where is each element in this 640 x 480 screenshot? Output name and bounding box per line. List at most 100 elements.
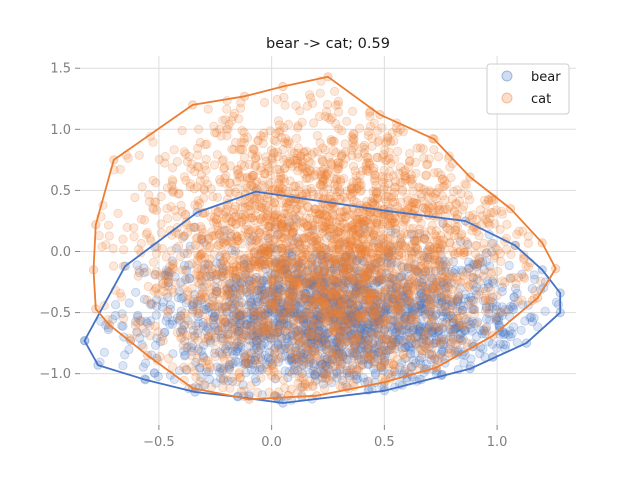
data-point-cat xyxy=(400,365,410,375)
data-point-bear xyxy=(287,352,297,362)
data-point-cat xyxy=(347,106,358,117)
data-point-bear xyxy=(206,271,216,282)
data-point-bear xyxy=(293,260,303,270)
data-point-cat xyxy=(445,319,455,329)
data-point-cat xyxy=(169,145,179,155)
data-point-cat xyxy=(273,116,284,126)
data-point-bear xyxy=(318,359,328,369)
data-point-bear xyxy=(345,310,355,320)
data-point-cat xyxy=(283,279,293,289)
data-point-cat xyxy=(345,322,355,332)
data-point-bear xyxy=(305,296,315,306)
data-point-bear xyxy=(508,322,519,332)
data-point-bear xyxy=(483,282,494,292)
data-point-bear xyxy=(305,332,316,342)
data-point-cat xyxy=(202,139,212,149)
data-point-bear xyxy=(390,290,400,300)
data-point-cat xyxy=(280,100,290,111)
data-point-cat xyxy=(177,265,187,275)
data-point-bear xyxy=(432,288,442,298)
data-point-bear xyxy=(232,292,242,302)
data-point-cat xyxy=(137,182,147,192)
data-point-cat xyxy=(174,241,184,251)
data-point-bear xyxy=(312,261,322,271)
data-point-cat xyxy=(291,133,302,143)
data-point-bear xyxy=(352,310,363,320)
data-point-cat xyxy=(142,228,152,238)
data-point-cat xyxy=(330,268,340,278)
data-point-bear xyxy=(262,271,272,282)
data-point-bear xyxy=(395,286,405,296)
data-point-bear xyxy=(165,319,175,329)
data-point-bear xyxy=(313,296,324,307)
data-point-bear xyxy=(201,271,211,282)
data-point-bear xyxy=(210,333,220,343)
data-point-bear xyxy=(411,267,421,277)
data-point-cat xyxy=(143,281,153,292)
data-point-cat xyxy=(304,90,315,100)
data-point-cat xyxy=(203,104,213,114)
data-point-cat xyxy=(316,167,326,177)
data-point-cat xyxy=(177,125,187,136)
data-point-bear xyxy=(111,300,121,310)
data-point-bear xyxy=(246,354,256,364)
data-point-cat xyxy=(140,215,150,225)
data-point-cat xyxy=(267,360,277,370)
data-point-cat xyxy=(222,96,232,106)
data-point-cat xyxy=(252,359,262,369)
data-point-bear xyxy=(407,307,417,317)
data-point-bear xyxy=(447,298,458,308)
data-point-bear xyxy=(333,296,343,306)
data-point-bear xyxy=(478,283,489,294)
data-point-bear xyxy=(453,296,463,307)
data-point-cat xyxy=(400,171,410,181)
data-point-bear xyxy=(235,321,245,331)
data-point-cat xyxy=(180,210,190,220)
data-point-bear xyxy=(357,338,367,349)
data-point-cat xyxy=(302,344,313,354)
data-point-bear xyxy=(453,334,463,344)
data-point-bear xyxy=(504,260,514,271)
data-point-cat xyxy=(247,149,257,159)
data-point-bear xyxy=(306,295,316,305)
data-point-cat xyxy=(277,314,287,324)
data-point-bear xyxy=(164,267,174,277)
data-point-bear xyxy=(348,322,358,332)
data-point-cat xyxy=(423,289,434,299)
data-point-bear xyxy=(256,286,267,296)
data-point-cat xyxy=(470,259,480,270)
data-point-bear xyxy=(262,359,272,369)
data-point-bear xyxy=(436,292,446,302)
data-point-cat xyxy=(312,147,323,157)
data-point-bear xyxy=(452,296,462,307)
data-point-cat xyxy=(482,248,492,258)
data-point-cat xyxy=(149,257,159,267)
data-point-cat xyxy=(168,163,178,173)
data-point-cat xyxy=(377,123,387,133)
data-point-bear xyxy=(247,359,258,369)
data-point-cat xyxy=(326,243,337,253)
data-point-bear xyxy=(370,317,380,327)
data-point-bear xyxy=(219,375,229,385)
data-point-cat xyxy=(254,281,264,291)
data-point-cat xyxy=(463,281,473,291)
data-point-bear xyxy=(257,364,267,374)
data-point-cat xyxy=(101,240,111,250)
data-point-bear xyxy=(297,275,307,285)
data-point-bear xyxy=(333,321,343,331)
data-point-cat xyxy=(222,131,232,141)
data-point-cat xyxy=(486,207,496,218)
data-point-bear xyxy=(361,263,372,273)
data-point-bear xyxy=(351,374,361,384)
data-point-bear xyxy=(150,368,160,378)
data-point-bear xyxy=(378,253,388,263)
data-point-cat xyxy=(380,262,390,272)
data-point-bear xyxy=(307,295,317,305)
data-point-cat xyxy=(147,299,157,309)
data-point-bear xyxy=(293,333,304,343)
data-point-cat xyxy=(278,222,288,232)
data-point-bear xyxy=(268,281,279,291)
data-point-bear xyxy=(429,283,439,294)
data-point-bear xyxy=(471,282,482,292)
